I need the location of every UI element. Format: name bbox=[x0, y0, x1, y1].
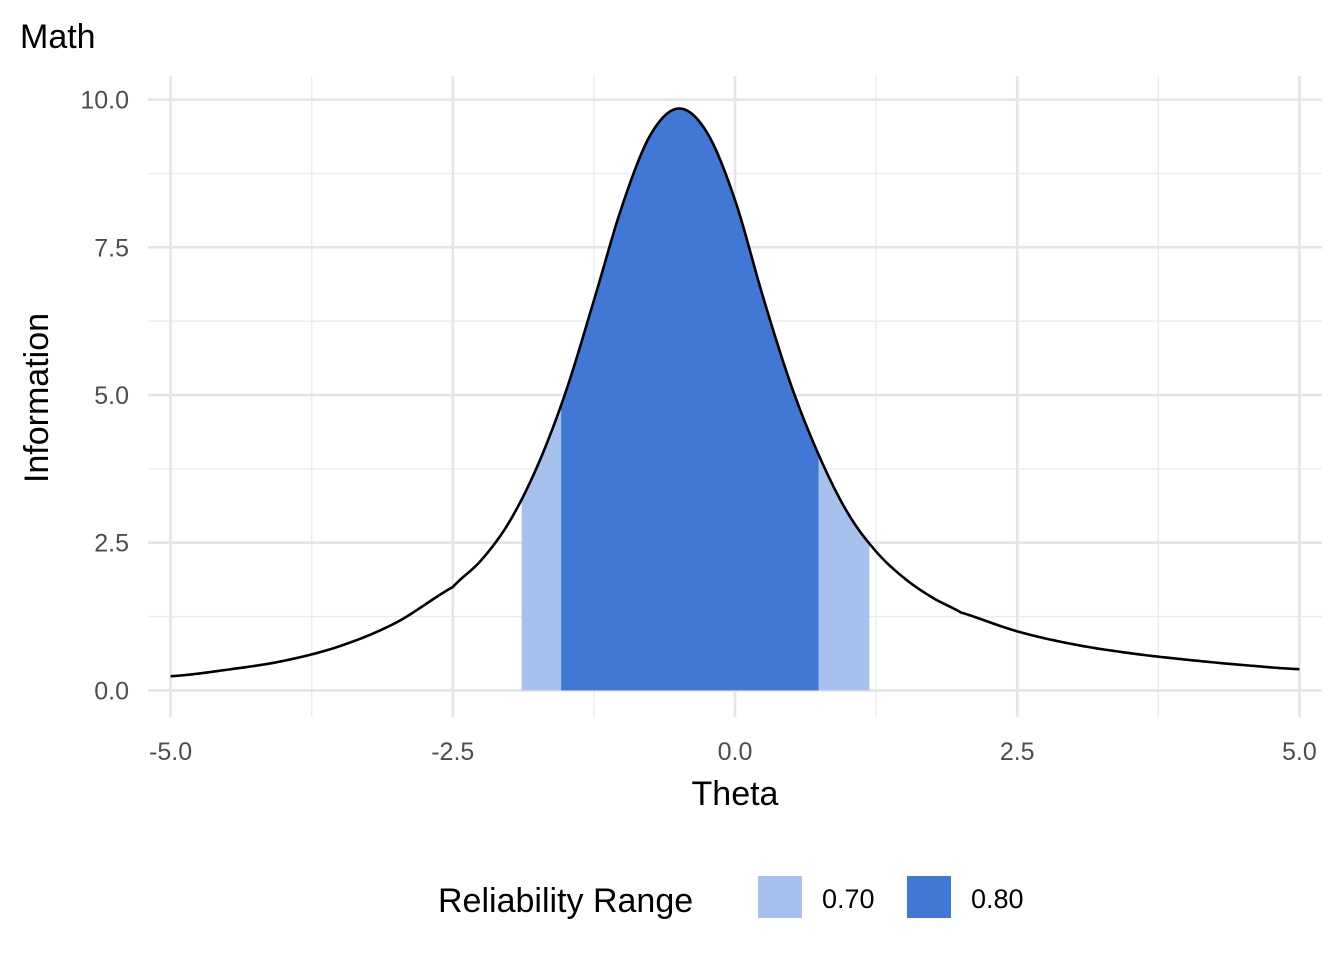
reliability-band-080 bbox=[561, 108, 819, 691]
y-tick-label: 7.5 bbox=[94, 234, 129, 262]
legend-swatch-080 bbox=[907, 876, 951, 918]
x-tick-label: 2.5 bbox=[1000, 738, 1035, 766]
legend-swatch-070 bbox=[758, 876, 802, 918]
x-axis-title: Theta bbox=[692, 775, 779, 813]
y-tick-label: 10.0 bbox=[80, 87, 129, 115]
y-tick-label: 2.5 bbox=[94, 530, 129, 558]
x-tick-labels: -5.0 -2.5 0.0 2.5 5.0 bbox=[149, 738, 1317, 766]
x-tick-label: 0.0 bbox=[718, 738, 753, 766]
legend-label-070: 0.70 bbox=[822, 884, 875, 914]
x-tick-label: -5.0 bbox=[149, 738, 192, 766]
x-tick-label: -2.5 bbox=[431, 738, 474, 766]
reliability-bands bbox=[521, 108, 870, 691]
x-tick-label: 5.0 bbox=[1282, 738, 1317, 766]
legend: Reliability Range 0.70 0.80 bbox=[438, 876, 1024, 920]
y-tick-label: 0.0 bbox=[94, 677, 129, 705]
legend-title: Reliability Range bbox=[438, 882, 693, 920]
chart-title: Math bbox=[20, 18, 96, 56]
y-tick-labels: 0.0 2.5 5.0 7.5 10.0 bbox=[80, 87, 129, 706]
legend-label-080: 0.80 bbox=[971, 884, 1024, 914]
y-axis-title: Information bbox=[18, 313, 56, 483]
y-tick-label: 5.0 bbox=[94, 382, 129, 410]
information-curve bbox=[170, 107, 1300, 678]
